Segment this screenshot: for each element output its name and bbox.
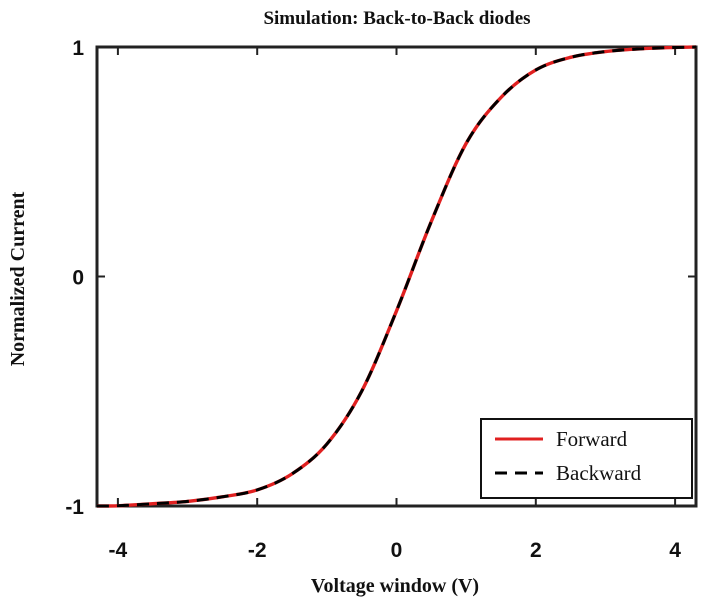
x-tick-label: -4 xyxy=(109,539,128,562)
x-tick-label: 2 xyxy=(530,539,542,562)
y-tick-label: 1 xyxy=(72,37,84,60)
chart-title: Simulation: Back-to-Back diodes xyxy=(263,8,530,29)
x-tick-label: 0 xyxy=(391,539,403,562)
series-line-backward xyxy=(96,45,697,508)
x-axis-label: Voltage window (V) xyxy=(311,575,479,597)
legend-box xyxy=(480,418,693,499)
x-tick-label: -2 xyxy=(248,539,267,562)
series-layer xyxy=(96,45,697,508)
x-axis-ticks: -4 -2 0 2 4 xyxy=(109,47,681,562)
legend-label-backward: Backward xyxy=(556,461,642,485)
y-tick-label: -1 xyxy=(65,496,84,519)
legend-label-forward: Forward xyxy=(556,427,628,451)
y-tick-label: 0 xyxy=(72,267,84,290)
y-axis-label: Normalized Current xyxy=(7,191,29,366)
x-tick-label: 4 xyxy=(669,539,681,562)
legend: Forward Backward xyxy=(480,418,693,499)
